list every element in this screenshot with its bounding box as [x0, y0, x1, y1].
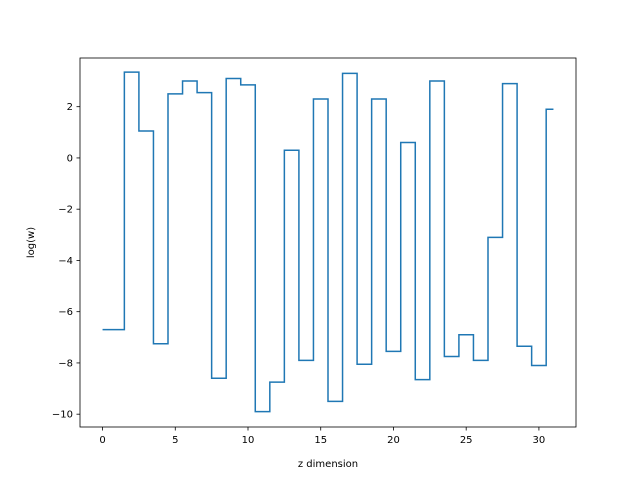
y-tick-label: −8	[58, 358, 73, 369]
x-tick-label: 15	[314, 435, 327, 446]
x-axis-ticks: 0 5 10 15 20 25 30	[99, 427, 545, 446]
x-tick-label: 20	[387, 435, 400, 446]
x-tick-label: 25	[460, 435, 473, 446]
series-layer	[102, 71, 554, 413]
axes-frame	[79, 57, 577, 428]
y-tick-label: −4	[58, 256, 73, 267]
y-tick-label: 0	[67, 153, 73, 164]
y-axis-label: log(w)	[26, 227, 37, 258]
x-tick-label: 5	[172, 435, 178, 446]
x-axis-label: z dimension	[298, 459, 358, 470]
y-tick-label: 2	[67, 102, 73, 113]
x-tick-label: 0	[99, 435, 105, 446]
y-tick-label: −6	[58, 307, 73, 318]
x-tick-label: 30	[533, 435, 546, 446]
series-line-0	[102, 71, 554, 413]
y-tick-label: −2	[58, 205, 73, 216]
y-tick-label: −10	[52, 410, 73, 421]
y-axis-ticks: −10 −8 −6 −4 −2 0 2	[52, 102, 80, 421]
x-tick-label: 10	[242, 435, 255, 446]
